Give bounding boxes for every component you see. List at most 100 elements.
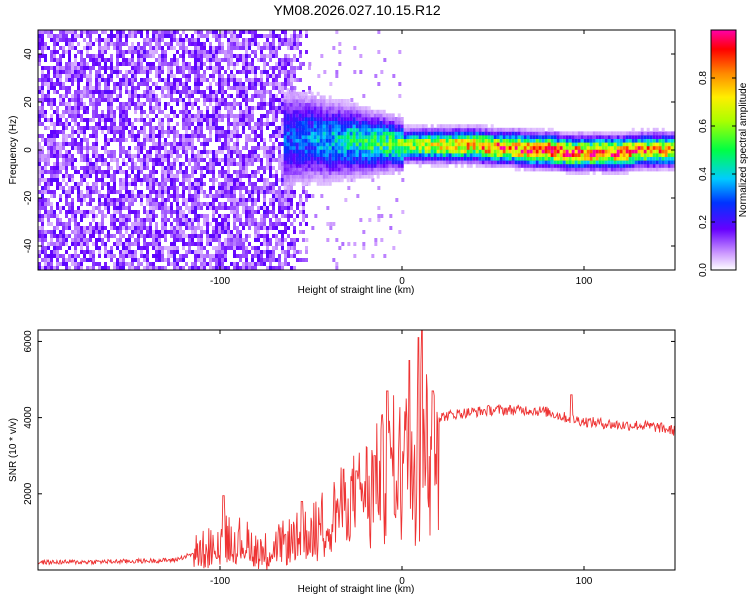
heatmap-cell xyxy=(200,142,203,146)
heatmap-cell xyxy=(53,66,56,70)
heatmap-cell xyxy=(269,210,272,214)
heatmap-cell xyxy=(164,222,167,226)
heatmap-cell xyxy=(146,234,149,238)
heatmap-cell xyxy=(53,86,56,90)
ridge-cell xyxy=(367,153,371,157)
heatmap-cell xyxy=(206,142,209,146)
heatmap-cell xyxy=(128,98,131,102)
heatmap-cell xyxy=(131,162,134,166)
heatmap-cell xyxy=(155,234,158,238)
heatmap-cell xyxy=(257,178,260,182)
heatmap-cell xyxy=(272,98,275,102)
heatmap-cell xyxy=(170,106,173,110)
heatmap-cell xyxy=(164,50,167,54)
ridge-cell xyxy=(367,124,371,129)
ridge-cell xyxy=(319,156,323,161)
ridge-cell xyxy=(337,178,341,183)
heatmap-cell xyxy=(206,170,209,174)
heatmap-cell xyxy=(260,54,263,58)
heatmap-cell xyxy=(254,138,257,142)
heatmap-cell xyxy=(131,258,134,262)
heatmap-cell xyxy=(38,30,41,34)
heatmap-cell xyxy=(278,42,281,46)
ridge-cell xyxy=(328,142,332,147)
heatmap-cell xyxy=(158,42,161,46)
heatmap-cell xyxy=(278,86,281,90)
ridge-cell xyxy=(340,160,344,165)
heatmap-cell xyxy=(281,238,284,242)
ridge-cell xyxy=(346,109,350,114)
heatmap-cell xyxy=(182,58,185,62)
heatmap-cell xyxy=(83,210,86,214)
heatmap-cell xyxy=(188,122,191,126)
heatmap-cell xyxy=(194,186,197,190)
heatmap-cell xyxy=(98,102,101,106)
heatmap-cell xyxy=(245,214,248,218)
ridge-cell xyxy=(298,95,302,100)
heatmap-cell xyxy=(245,106,248,110)
heatmap-cell xyxy=(137,190,140,194)
ridge-cell xyxy=(418,127,422,132)
heatmap-cell xyxy=(185,234,188,238)
heatmap-cell xyxy=(149,130,152,134)
heatmap-cell xyxy=(242,202,245,206)
heatmap-cell xyxy=(65,238,68,242)
heatmap-cell xyxy=(134,138,137,142)
ridge-cell xyxy=(385,167,389,172)
heatmap-cell xyxy=(197,70,200,74)
heatmap-cell xyxy=(278,134,281,138)
heatmap-cell xyxy=(83,226,86,230)
heatmap-cell xyxy=(194,126,197,130)
ridge-cell xyxy=(367,167,371,172)
ridge-cell xyxy=(334,174,338,179)
heatmap-cell xyxy=(215,54,218,58)
heatmap-cell xyxy=(317,74,321,78)
heatmap-cell xyxy=(233,106,236,110)
heatmap-cell xyxy=(89,74,92,78)
heatmap-cell xyxy=(305,258,308,262)
heatmap-cell xyxy=(50,258,53,262)
heatmap-cell xyxy=(86,150,89,154)
heatmap-cell xyxy=(122,34,125,38)
ridge-cell xyxy=(337,156,341,161)
ridge-cell xyxy=(370,113,374,118)
heatmap-cell xyxy=(281,70,284,74)
heatmap-cell xyxy=(290,202,293,206)
heatmap-cell xyxy=(206,206,209,210)
heatmap-cell xyxy=(146,134,149,138)
heatmap-cell xyxy=(227,266,230,270)
heatmap-cell xyxy=(254,70,257,74)
heatmap-cell xyxy=(185,74,188,78)
ridge-cell xyxy=(376,113,380,118)
heatmap-cell xyxy=(182,194,185,198)
heatmap-cell xyxy=(248,38,251,42)
heatmap-cell xyxy=(83,126,86,130)
heatmap-cell xyxy=(173,142,176,146)
heatmap-cell xyxy=(254,38,257,42)
heatmap-cell xyxy=(80,178,83,182)
ridge-cell xyxy=(373,113,377,118)
heatmap-cell xyxy=(59,166,62,170)
heatmap-cell xyxy=(152,90,155,94)
heatmap-cell xyxy=(242,254,245,258)
ridge-cell xyxy=(286,163,290,168)
heatmap-cell xyxy=(239,82,242,86)
heatmap-cell xyxy=(254,30,257,34)
heatmap-cell xyxy=(242,194,245,198)
ridge-cell xyxy=(310,138,314,143)
ridge-cell xyxy=(367,160,371,165)
ridge-cell xyxy=(391,153,395,157)
ridge-cell xyxy=(286,91,290,96)
heatmap-cell xyxy=(131,86,134,90)
ridge-cell xyxy=(292,113,296,118)
heatmap-cell xyxy=(173,258,176,262)
heatmap-cell xyxy=(272,110,275,114)
heatmap-cell xyxy=(281,126,284,130)
heatmap-cell xyxy=(110,70,113,74)
heatmap-cell xyxy=(155,226,158,230)
heatmap-cell xyxy=(113,226,116,230)
heatmap-cell xyxy=(92,166,95,170)
heatmap-cell xyxy=(248,194,251,198)
heatmap-cell xyxy=(200,50,203,54)
heatmap-cell xyxy=(335,266,339,270)
